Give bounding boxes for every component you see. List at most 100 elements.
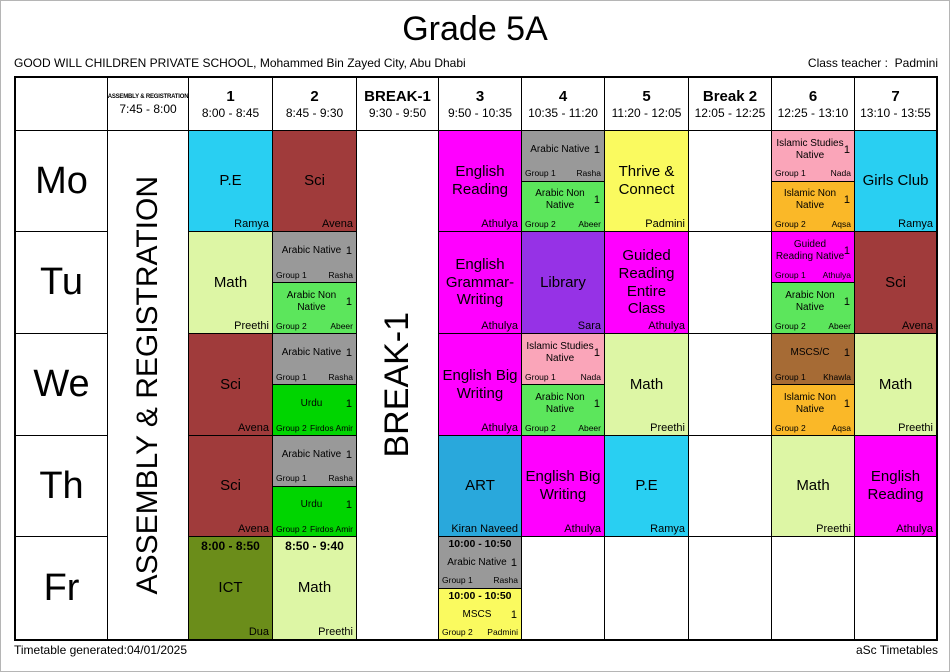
cell-we-p6-group2-teacher: Aqsa [831, 422, 851, 433]
cell-th-p2-group1-group: Group 1 [276, 473, 307, 484]
cell-mo-p6-group2-footer: Group 2 Aqsa [772, 219, 854, 231]
cell-fr-break2 [689, 537, 771, 639]
cell-mo-p1-teacher: Ramya [234, 218, 269, 230]
cell-we-p3-subject: English Big Writing [442, 366, 518, 402]
cell-mo-p5-teacher: Padmini [645, 218, 685, 230]
cell-tu-p5-subject: Guided Reading Entire Class [618, 247, 675, 318]
cell-tu-p5-teacher: Athulya [648, 320, 685, 332]
cell-th-p3-teacher: Kiran Naveed [451, 523, 518, 535]
cell-tu-p6-group2-number: 1 [843, 295, 850, 308]
cell-th-p2-group2: Urdu 1 Group 2 Firdos Amir [273, 486, 356, 536]
cell-we-p2-group2: Urdu 1 Group 2 Firdos Amir [273, 385, 356, 435]
cell-we-p2-group2-footer: Group 2 Firdos Amir [273, 423, 356, 435]
cell-we-p4-group2-subject-area: Arabic Non Native 1 [522, 385, 604, 423]
cell-tu-p4-subject: Library [540, 273, 586, 291]
cell-mo-p4-group1-subject: Arabic Native [530, 143, 590, 155]
cell-fr-p3-group1-subject: Arabic Native [447, 557, 507, 569]
cell-mo-p4-group1-subject-area: Arabic Native 1 [522, 131, 604, 168]
cell-we-p4: Islamic Studies Native 1 Group 1 Nada Arabic… [522, 334, 604, 435]
break1-column: BREAK-1 [357, 131, 438, 639]
cell-mo-p4: Arabic Native 1 Group 1 Rasha Arabic Non Nat… [522, 131, 604, 231]
cell-th-p2-group1-footer: Group 1 Rasha [273, 473, 356, 485]
cell-mo-p2-teacher: Avena [322, 218, 353, 230]
cell-we-p6: MSCS/C 1 Group 1 Khawla Islamic Non Native 1 G… [772, 334, 854, 435]
cell-mo-p6-group1: Islamic Studies Native 1 Group 1 Nada [772, 131, 854, 182]
cell-fr-p3-group2-number: 1 [510, 608, 517, 621]
cell-we-p3-teacher: Athulya [481, 422, 518, 434]
cell-tu-p1-subject: Math [213, 273, 248, 291]
cell-fr-p1: 8:00 - 8:50 ICT Dua [189, 537, 272, 639]
cell-tu-p6-group1: Guided Reading Native 1 Group 1 Athulya [772, 232, 854, 283]
cell-we-p6-group2-group: Group 2 [775, 422, 806, 433]
cell-tu-p2-group1-number: 1 [345, 244, 352, 257]
cell-tu-p3-subject: English Grammar-Writing [445, 255, 515, 309]
cell-we-p4-group1: Islamic Studies Native 1 Group 1 Nada [522, 334, 604, 385]
cell-we-p5: Math Preethi [605, 334, 688, 435]
cell-fr-p3-group2-footer: Group 2 Padmini [439, 627, 521, 639]
cell-tu-p1-teacher: Preethi [234, 320, 269, 332]
cell-fr-p3-group1-group: Group 1 [442, 575, 473, 586]
cell-tu-p7-subject: Sci [885, 273, 906, 291]
footer: Timetable generated:04/01/2025 aSc Timet… [14, 643, 938, 657]
column-header-p3: 3 9:50 - 10:35 [439, 78, 521, 130]
cell-tu-p4-teacher: Sara [577, 320, 601, 332]
column-time-p3: 9:50 - 10:35 [447, 106, 513, 120]
cell-tu-p6-group2-footer: Group 2 Abeer [772, 321, 854, 333]
day-label-text-tu: Tu [40, 261, 83, 303]
cell-fr-p1-time: 8:00 - 8:50 [201, 539, 260, 553]
cell-fr-p3-group2-time: 10:00 - 10:50 [448, 589, 512, 602]
cell-mo-p1-subject: P.E [219, 172, 242, 190]
day-label-we: We [16, 334, 107, 435]
cell-we-p1-subject: Sci [220, 375, 241, 393]
cell-tu-p6-group1-subject: Guided Reading Native [775, 238, 845, 262]
cell-tu-p1: Math Preethi [189, 232, 272, 333]
cell-we-p6-group1-number: 1 [843, 346, 850, 359]
column-time-p5: 11:20 - 12:05 [611, 106, 682, 120]
cell-mo-p4-group1-group: Group 1 [525, 168, 556, 179]
cell-mo-p6: Islamic Studies Native 1 Group 1 Nada Islami… [772, 131, 854, 231]
cell-th-p6: Math Preethi [772, 436, 854, 536]
cell-fr-p7 [855, 537, 936, 639]
cell-we-p7-teacher: Preethi [898, 422, 933, 434]
generated-date: Timetable generated:04/01/2025 [14, 643, 188, 657]
cell-fr-p2-time: 8:50 - 9:40 [285, 539, 344, 553]
cell-tu-p2-group2-subject-area: Arabic Non Native 1 [273, 283, 356, 321]
cell-fr-p3-group2-subject-area: MSCS 1 [439, 603, 521, 627]
cell-tu-p2-group2-number: 1 [345, 295, 352, 308]
cell-we-p4-group1-subject-area: Islamic Studies Native 1 [522, 334, 604, 372]
app-credit: aSc Timetables [855, 643, 938, 657]
column-label-p5: 5 [642, 88, 651, 105]
cell-mo-p4-group2-number: 1 [593, 194, 600, 207]
cell-mo-p6-group2-teacher: Aqsa [831, 218, 851, 229]
cell-th-p1-subject: Sci [220, 477, 241, 495]
column-time-p6: 12:25 - 13:10 [777, 106, 849, 120]
cell-mo-p1: P.E Ramya [189, 131, 272, 231]
cell-th-p1: Sci Avena [189, 436, 272, 536]
cell-we-p3: English Big Writing Athulya [439, 334, 521, 435]
column-header-p5: 5 11:20 - 12:05 [605, 78, 688, 130]
cell-we-break2 [689, 334, 771, 435]
column-header-break2: Break 2 12:05 - 12:25 [689, 78, 771, 130]
cell-mo-p6-group1-subject: Islamic Studies Native [776, 137, 844, 161]
cell-fr-p5 [605, 537, 688, 639]
cell-fr-p1-teacher: Dua [248, 626, 269, 638]
cell-we-p2-group2-number: 1 [345, 397, 352, 410]
column-time-break1: 9:30 - 9:50 [368, 106, 427, 120]
cell-th-p5-subject: P.E [635, 477, 658, 495]
cell-th-p2-group1-teacher: Rasha [328, 473, 353, 484]
cell-tu-p2-group2-group: Group 2 [276, 320, 307, 331]
day-label-tu: Tu [16, 232, 107, 333]
class-teacher: Class teacher : Padmini [808, 56, 938, 70]
cell-th-p4-subject: English Big Writing [525, 468, 601, 503]
cell-tu-p3-teacher: Athulya [481, 320, 518, 332]
cell-fr-p3-group1-time: 10:00 - 10:50 [448, 538, 512, 550]
cell-fr-p1-subject: ICT [218, 579, 243, 597]
cell-fr-p3-group2-teacher: Padmini [487, 626, 518, 637]
cell-fr-p2: 8:50 - 9:40 Math Preethi [273, 537, 356, 639]
cell-we-p2-group1-teacher: Rasha [328, 371, 353, 382]
cell-mo-p7: Girls Club Ramya [855, 131, 936, 231]
column-label-assembly: ASSEMBLY & REGISTRATION [107, 93, 189, 100]
cell-mo-p6-group1-teacher: Nada [830, 168, 851, 179]
cell-tu-p5: Guided Reading Entire Class Athulya [605, 232, 688, 333]
cell-mo-p3-teacher: Athulya [481, 218, 518, 230]
